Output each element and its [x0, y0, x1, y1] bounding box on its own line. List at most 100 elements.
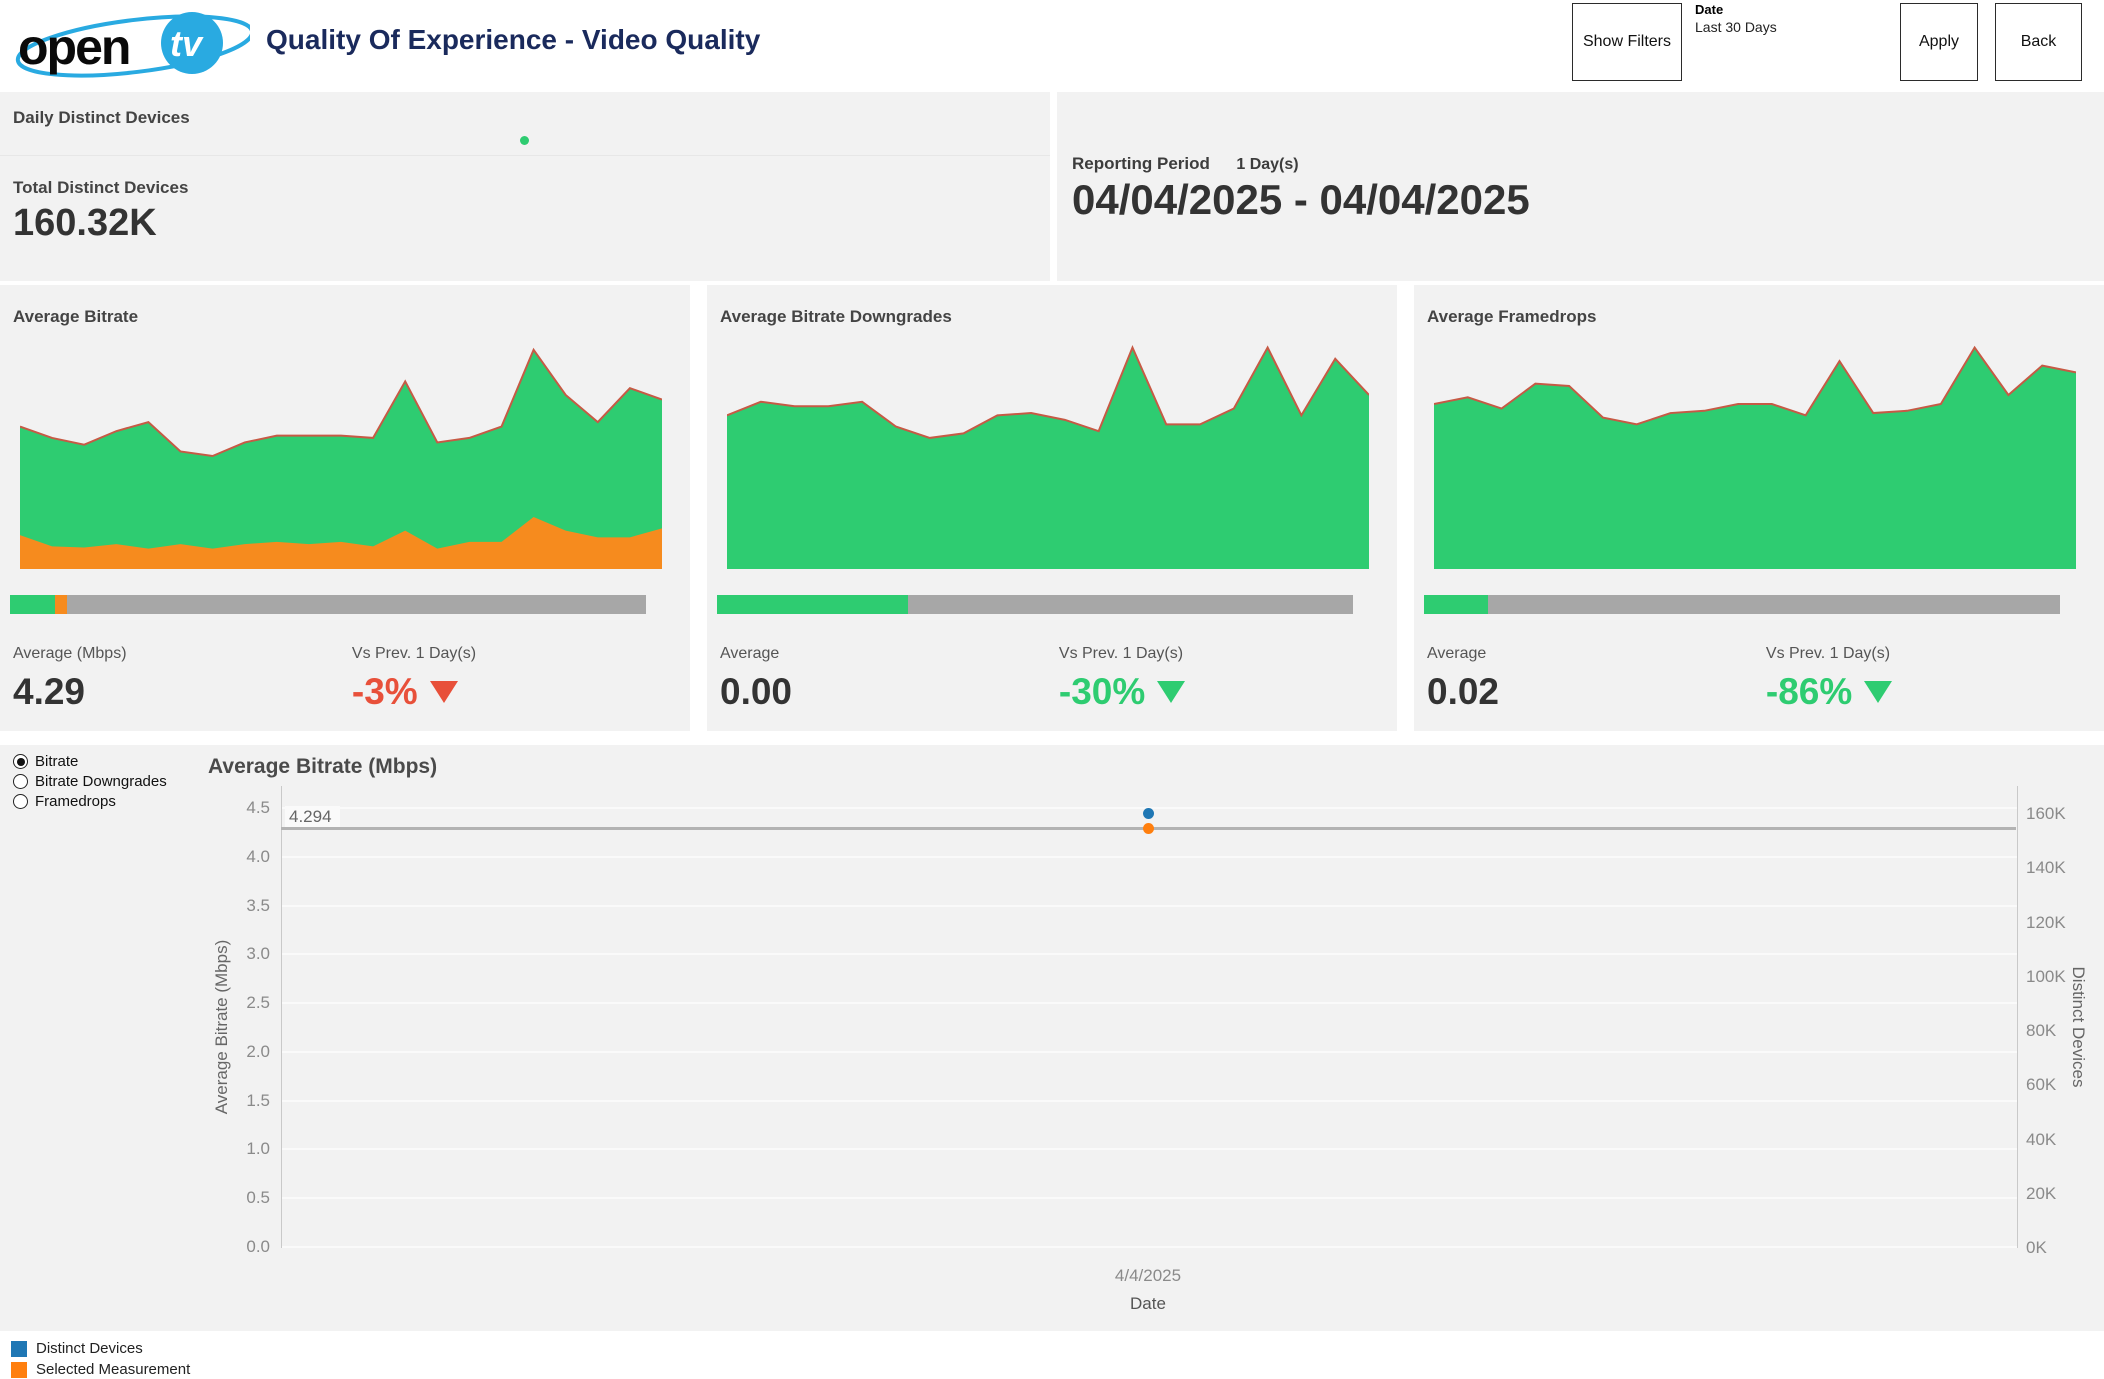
reporting-period-panel: Reporting Period 1 Day(s) 04/04/2025 - 0…	[1057, 92, 2104, 281]
daily-devices-sparkline-point	[520, 136, 529, 145]
kpi-average-value: 0.00	[720, 671, 793, 712]
gridline	[282, 855, 2017, 858]
kpi-average-label: Average	[720, 645, 780, 662]
data-point-distinct-devices[interactable]	[1143, 807, 1154, 819]
radio-option-bitrate-downgrades[interactable]: Bitrate Downgrades	[13, 773, 167, 790]
trend-down-icon	[1157, 681, 1186, 703]
svg-text:tv: tv	[170, 23, 204, 64]
reporting-period-days: 1 Day(s)	[1236, 156, 1299, 173]
right-axis-tick: 120K	[2026, 912, 2066, 932]
date-filter[interactable]: Date Last 30 Days	[1695, 2, 1777, 35]
progress-segment	[1487, 595, 2060, 614]
right-axis-tick: 140K	[2026, 858, 2066, 878]
progress-segment	[907, 595, 1353, 614]
measurement-selector: Bitrate Bitrate Downgrades Framedrops	[13, 753, 167, 813]
kpi-sparkline-chart	[1434, 343, 2076, 569]
kpi-progress-bar	[10, 595, 646, 614]
radio-button-icon[interactable]	[13, 774, 28, 789]
trend-down-icon	[429, 681, 458, 703]
summary-row: Daily Distinct Devices Total Distinct De…	[0, 92, 2104, 281]
daily-distinct-devices-section: Daily Distinct Devices	[0, 92, 1050, 156]
kpi-average-bitrate-downgrades: Average Bitrate Downgrades Average 0.00 …	[707, 285, 1397, 731]
right-axis-tick: 60K	[2026, 1075, 2057, 1095]
kpi-delta-label: Vs Prev. 1 Day(s)	[1765, 645, 1891, 662]
back-button[interactable]: Back	[1995, 3, 2082, 81]
progress-segment	[67, 595, 646, 614]
data-point-selected-measurement[interactable]	[1143, 822, 1154, 834]
total-distinct-devices-section: Total Distinct Devices 160.32K	[0, 156, 1050, 245]
svg-text:open: open	[18, 19, 129, 75]
kpi-average-label: Average	[1427, 645, 1487, 662]
total-distinct-devices-label: Total Distinct Devices	[13, 178, 189, 197]
legend-item-distinct-devices: Distinct Devices	[11, 1339, 2104, 1358]
legend-swatch	[11, 1361, 27, 1378]
reporting-period-range: 04/04/2025 - 04/04/2025	[1072, 176, 1530, 223]
kpi-progress-bar	[717, 595, 1353, 614]
x-axis-tick: 4/4/2025	[1114, 1266, 1182, 1285]
kpi-progress-bar	[1424, 595, 2060, 614]
progress-segment	[10, 595, 55, 614]
gridline	[282, 1002, 2017, 1005]
kpi-sparkline-chart	[727, 343, 1369, 569]
radio-button-icon[interactable]	[13, 754, 28, 769]
gridline	[282, 1246, 2017, 1248]
right-axis-tick: 100K	[2026, 966, 2066, 986]
left-axis-tick: 2.0	[246, 1041, 270, 1061]
radio-option-bitrate[interactable]: Bitrate	[13, 753, 167, 770]
page-title: Quality Of Experience - Video Quality	[266, 24, 761, 55]
kpi-delta-label: Vs Prev. 1 Day(s)	[351, 645, 477, 662]
reference-line-label: 4.294	[285, 806, 340, 830]
total-distinct-devices-value: 160.32K	[13, 202, 157, 244]
left-axis-tick: 4.5	[246, 798, 270, 817]
gridline	[282, 904, 2017, 907]
kpi-delta-label: Vs Prev. 1 Day(s)	[1058, 645, 1184, 662]
opentv-logo: open tv	[10, 10, 255, 80]
progress-segment	[54, 595, 68, 614]
right-axis-tick: 20K	[2026, 1183, 2057, 1203]
left-axis-tick: 3.5	[246, 895, 270, 915]
legend-item-selected-measurement: Selected Measurement	[11, 1360, 2104, 1379]
devices-summary-panel: Daily Distinct Devices Total Distinct De…	[0, 92, 1050, 281]
date-filter-value: Last 30 Days	[1695, 19, 1777, 35]
date-filter-label: Date	[1695, 2, 1724, 17]
kpi-title: Average Framedrops	[1427, 307, 1597, 326]
chart-legend: Distinct Devices Selected Measurement	[11, 1339, 2104, 1379]
gridline	[282, 1099, 2017, 1102]
radio-option-framedrops[interactable]: Framedrops	[13, 793, 167, 810]
kpi-delta-value: -3%	[351, 671, 418, 712]
left-axis-tick: 3.0	[246, 944, 270, 964]
gridline	[282, 1197, 2017, 1200]
reporting-period-label: Reporting Period	[1072, 154, 1210, 173]
left-axis-tick: 2.5	[246, 993, 270, 1013]
gridline	[282, 1148, 2017, 1151]
apply-button[interactable]: Apply	[1900, 3, 1978, 81]
left-axis-tick: 4.0	[246, 846, 270, 866]
kpi-title: Average Bitrate	[13, 307, 139, 326]
trend-down-icon	[1864, 681, 1893, 703]
x-axis-label: Date	[1130, 1294, 1166, 1313]
kpi-sparkline-chart	[20, 343, 662, 569]
kpi-average-label: Average (Mbps)	[13, 645, 127, 662]
kpi-average-value: 0.02	[1427, 671, 1500, 712]
left-axis-tick: 0.5	[246, 1188, 270, 1208]
kpi-delta-value: -86%	[1765, 671, 1853, 712]
header: open tv Quality Of Experience - Video Qu…	[0, 0, 2104, 90]
left-axis-tick: 0.0	[246, 1237, 270, 1256]
show-filters-button[interactable]: Show Filters	[1572, 3, 1682, 81]
main-chart-section: Bitrate Bitrate Downgrades Framedrops Av…	[0, 745, 2104, 1331]
main-chart-plot-area	[281, 786, 2018, 1248]
kpi-average-bitrate: Average Bitrate Average (Mbps) 4.29 Vs P…	[0, 285, 690, 731]
right-axis-tick: 0K	[2026, 1238, 2047, 1257]
radio-button-icon[interactable]	[13, 794, 28, 809]
gridline	[282, 1050, 2017, 1053]
progress-segment	[1424, 595, 1488, 614]
daily-distinct-devices-label: Daily Distinct Devices	[13, 108, 190, 127]
right-axis-label: Distinct Devices	[2069, 966, 2088, 1088]
right-axis-tick: 160K	[2026, 804, 2066, 823]
kpi-average-value: 4.29	[13, 671, 86, 712]
kpi-average-framedrops: Average Framedrops Average 0.02 Vs Prev.…	[1414, 285, 2104, 731]
left-axis-label: Average Bitrate (Mbps)	[212, 939, 231, 1115]
progress-segment	[717, 595, 908, 614]
kpi-title: Average Bitrate Downgrades	[720, 307, 952, 326]
main-chart-title: Average Bitrate (Mbps)	[208, 755, 438, 778]
